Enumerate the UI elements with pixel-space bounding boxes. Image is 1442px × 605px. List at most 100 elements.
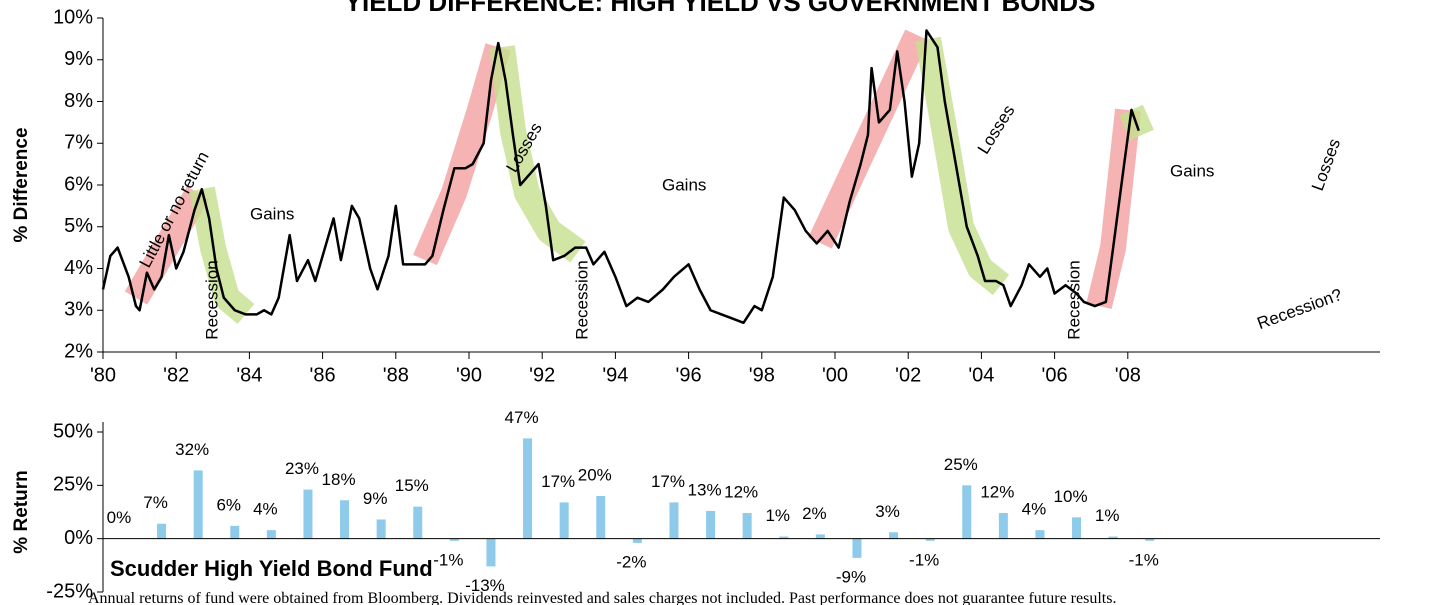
x-tick-label: '00 — [822, 364, 848, 386]
value-label: 20% — [578, 465, 612, 484]
value-label: 13% — [688, 480, 722, 499]
bar — [523, 438, 533, 539]
value-label: 18% — [322, 470, 356, 489]
y-tick-label: 50% — [53, 420, 93, 442]
y-tick-label: 0% — [64, 527, 93, 549]
value-label: 17% — [651, 472, 685, 491]
y-tick-label: 10% — [53, 6, 93, 28]
value-label: -1% — [1129, 550, 1159, 569]
bar — [852, 538, 862, 558]
bar — [925, 538, 935, 541]
bar — [815, 534, 825, 539]
value-label: 32% — [175, 440, 209, 459]
bar — [998, 513, 1008, 539]
gain-band — [189, 186, 255, 324]
x-tick-label: '90 — [456, 364, 482, 386]
y-axis-label: % Difference — [11, 127, 32, 242]
bar — [962, 485, 972, 539]
bar — [1072, 517, 1082, 539]
y-tick-label: 6% — [64, 173, 93, 195]
loss-band — [413, 43, 511, 266]
y-tick-label: 4% — [64, 257, 93, 279]
value-label: 15% — [395, 476, 429, 495]
value-label: 1% — [765, 506, 790, 525]
value-label: 47% — [505, 408, 539, 427]
value-label: -1% — [433, 550, 463, 569]
x-tick-label: '02 — [895, 364, 921, 386]
value-label: -2% — [616, 552, 646, 571]
bar — [266, 530, 276, 539]
value-label: 1% — [1095, 506, 1120, 525]
footer: Annual returns of fund were obtained fro… — [88, 590, 1116, 605]
bar — [889, 532, 899, 539]
annotation: Recession — [1064, 260, 1083, 339]
value-label: 3% — [875, 502, 900, 521]
bar — [230, 525, 240, 539]
annotation: Losses — [974, 102, 1019, 158]
value-label: 17% — [541, 472, 575, 491]
bar — [1145, 538, 1155, 541]
x-tick-label: '98 — [749, 364, 775, 386]
bar — [303, 489, 313, 539]
bar — [706, 510, 716, 539]
y-tick-label: 5% — [64, 215, 93, 237]
loss-band — [1086, 108, 1141, 310]
value-label: 4% — [253, 500, 278, 519]
annotation: Recession — [202, 260, 221, 339]
annotation: Recession? — [1255, 285, 1345, 333]
fund-label: Scudder High Yield Bond Fund — [110, 556, 433, 581]
bar — [632, 538, 642, 543]
y-tick-label: 8% — [64, 90, 93, 112]
bar — [157, 523, 167, 539]
x-tick-label: '06 — [1042, 364, 1068, 386]
y-tick-label: 7% — [64, 132, 93, 154]
y-tick-label: 25% — [53, 474, 93, 496]
annotation: Recession — [572, 260, 591, 339]
bar — [596, 496, 606, 539]
bar — [1108, 536, 1118, 539]
y-tick-label: 9% — [64, 48, 93, 70]
value-label: -13% — [465, 576, 505, 595]
y-axis-label: % Return — [11, 470, 32, 553]
x-tick-label: '82 — [163, 364, 189, 386]
y-tick-label: -25% — [46, 580, 93, 602]
bar — [486, 538, 496, 567]
y-tick-label: 3% — [64, 299, 93, 321]
bar — [669, 502, 679, 539]
value-label: -9% — [836, 567, 866, 586]
bar — [376, 519, 386, 539]
value-label: -1% — [909, 550, 939, 569]
x-tick-label: '86 — [310, 364, 336, 386]
annotation: Gains — [1170, 161, 1214, 180]
value-label: 7% — [143, 493, 168, 512]
bar — [449, 538, 459, 541]
bar — [779, 536, 789, 539]
x-tick-label: '94 — [602, 364, 628, 386]
value-label: 4% — [1022, 500, 1047, 519]
annotation: Gains — [662, 175, 706, 194]
x-tick-label: '96 — [676, 364, 702, 386]
chart-title: YIELD DIFFERENCE: HIGH YIELD VS GOVERNME… — [345, 0, 1096, 17]
x-tick-label: '80 — [90, 364, 116, 386]
value-label: 23% — [285, 459, 319, 478]
value-label: 10% — [1054, 487, 1088, 506]
data-line — [101, 29, 1140, 325]
bar — [559, 502, 569, 539]
loss-band — [808, 29, 929, 249]
y-tick-label: 2% — [64, 340, 93, 362]
bar — [340, 500, 350, 539]
value-label: 2% — [802, 504, 827, 523]
value-label: 25% — [944, 455, 978, 474]
value-label: 0% — [107, 508, 132, 527]
value-label: 9% — [363, 489, 388, 508]
annotation: Gains — [250, 204, 294, 223]
bar — [413, 506, 423, 539]
highlight-bands — [124, 29, 1154, 324]
annotation: Losses — [1308, 136, 1344, 193]
x-tick-label: '92 — [529, 364, 555, 386]
x-tick-label: '04 — [968, 364, 994, 386]
bar — [742, 513, 752, 539]
x-tick-label: '08 — [1115, 364, 1141, 386]
x-tick-label: '84 — [236, 364, 262, 386]
